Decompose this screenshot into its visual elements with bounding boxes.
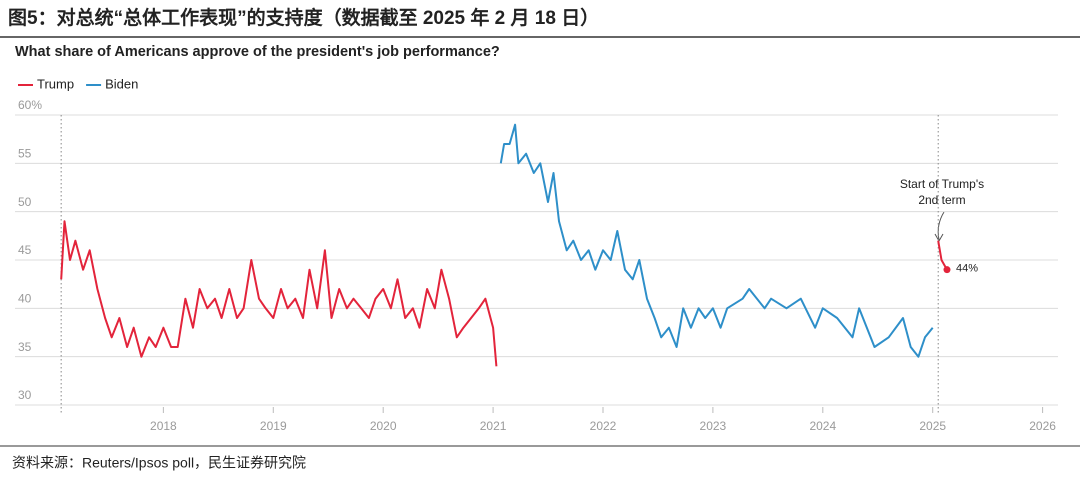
y-tick-label: 35 (18, 340, 32, 354)
figure-title: 图5：对总统“总体工作表现”的支持度（数据截至 2025 年 2 月 18 日） (8, 6, 599, 29)
legend-label: Biden (105, 76, 138, 91)
y-tick-label: 45 (18, 243, 32, 257)
x-tick-label: 2018 (150, 419, 177, 433)
x-tick-label: 2022 (590, 419, 617, 433)
data-label: 44% (956, 263, 978, 275)
legend-label: Trump (37, 76, 74, 91)
x-tick-label: 2025 (919, 419, 946, 433)
end-point (943, 266, 951, 274)
annotation-arrow (934, 211, 945, 243)
annotation: 2nd term (918, 193, 965, 207)
y-tick-label: 50 (18, 195, 32, 209)
source: 资料来源：Reuters/Ipsos poll，民生证券研究院 (12, 455, 306, 471)
y-tick-label: 30 (18, 388, 32, 402)
x-tick-label: 2026 (1029, 419, 1056, 433)
x-tick-label: 2020 (370, 419, 397, 433)
series-line (60, 220, 948, 367)
x-tick-label: 2023 (700, 419, 727, 433)
chart-title: What share of Americans approve of the p… (15, 44, 500, 60)
y-tick-label: 55 (18, 147, 32, 161)
x-tick-label: 2024 (809, 419, 836, 433)
y-tick-label: 60% (18, 98, 42, 112)
series-line (499, 123, 934, 358)
annotation: Start of Trump's (900, 177, 984, 191)
y-tick-label: 40 (18, 292, 32, 306)
x-tick-label: 2019 (260, 419, 287, 433)
x-tick-label: 2021 (480, 419, 507, 433)
